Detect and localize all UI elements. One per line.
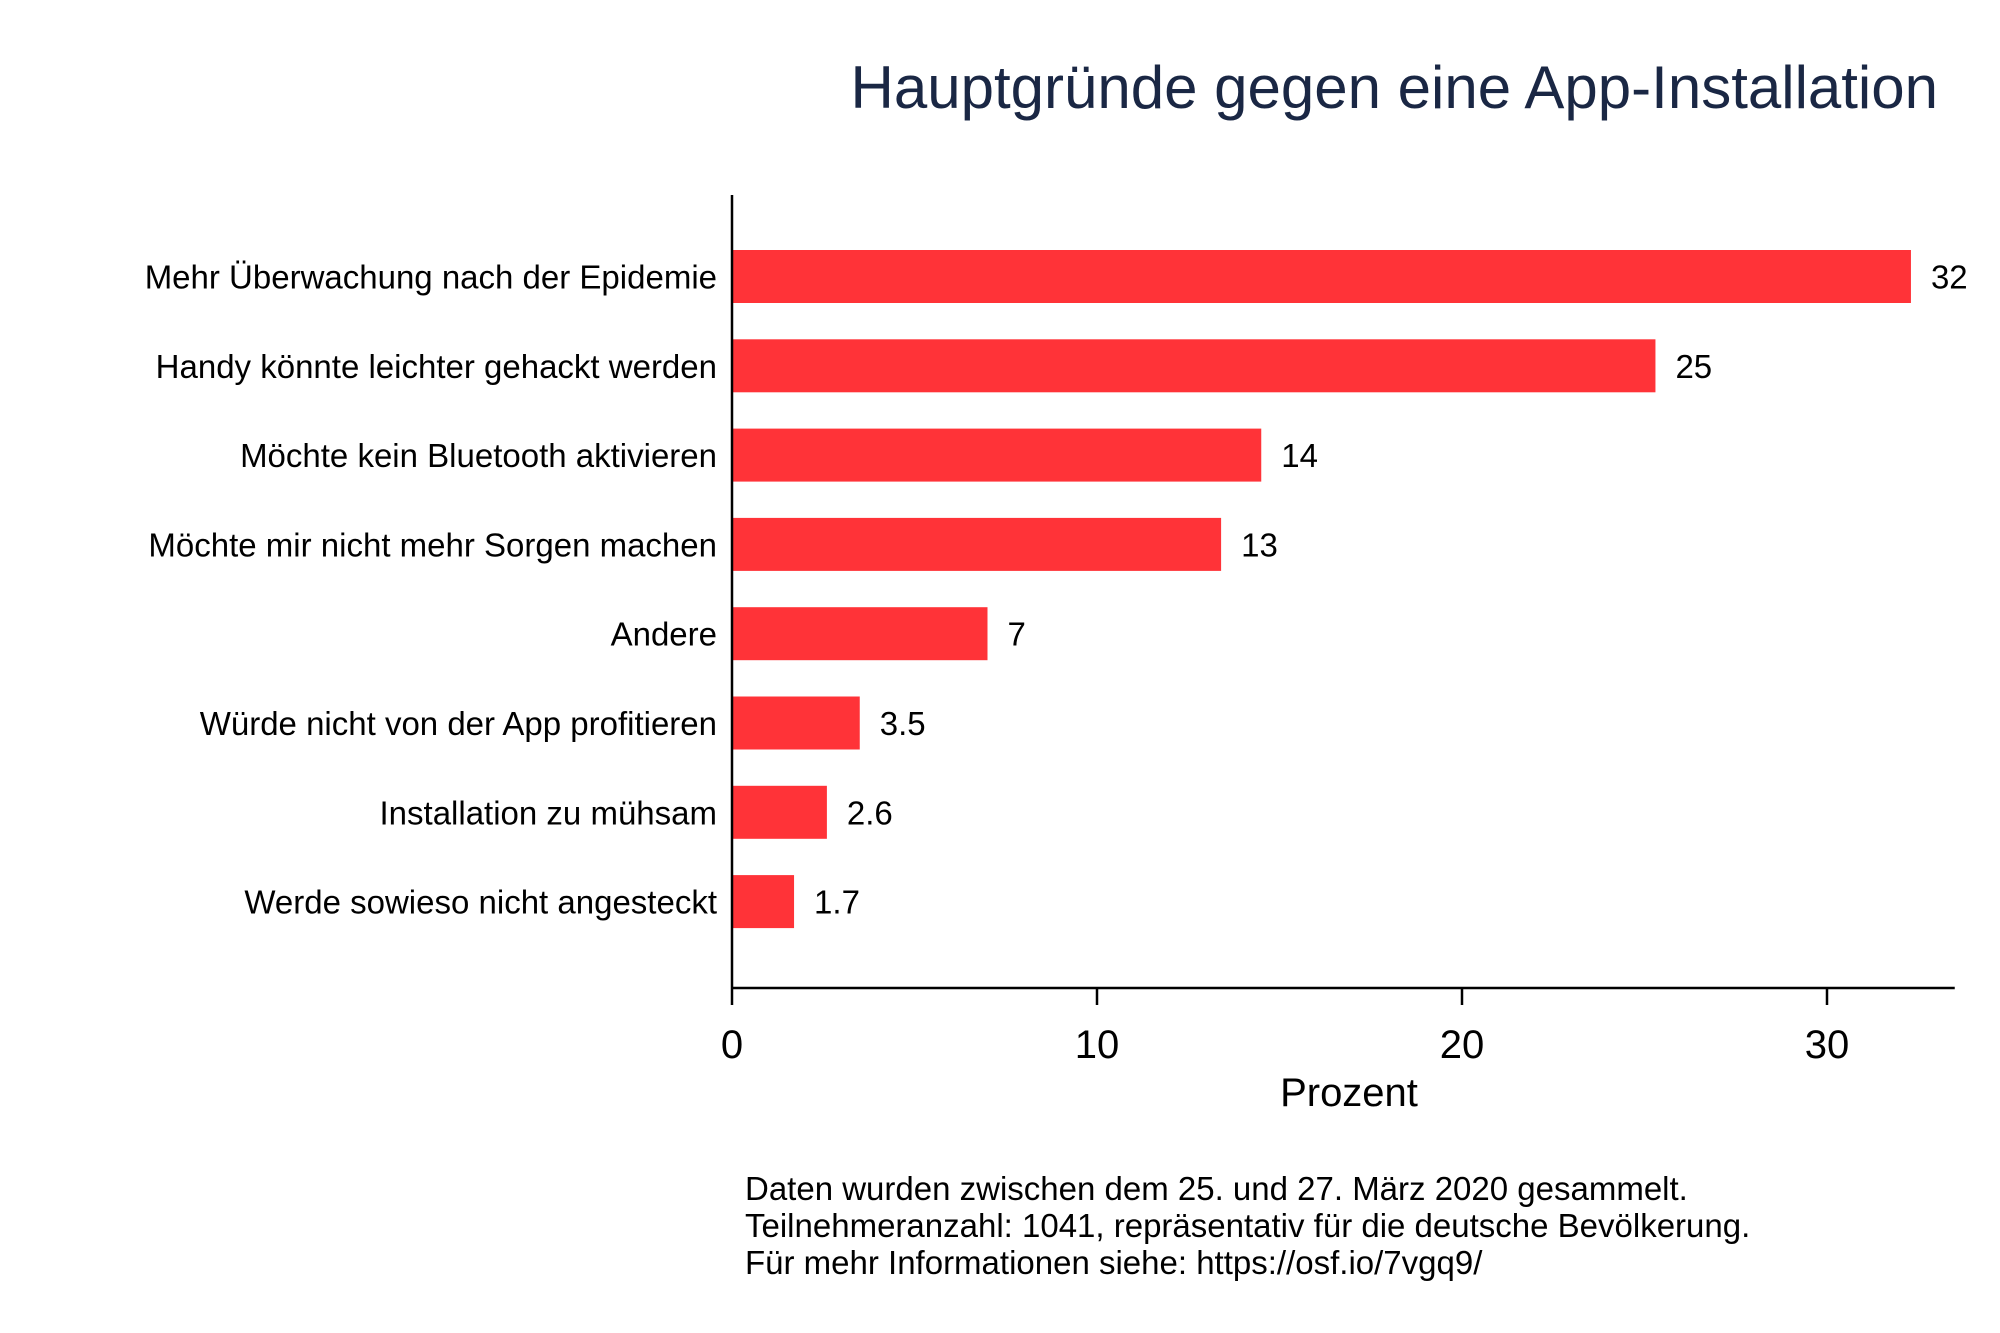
footnote-line: Teilnehmeranzahl: 1041, repräsentativ fü… — [745, 1207, 1751, 1244]
bar — [732, 339, 1656, 393]
category-label: Mehr Überwachung nach der Epidemie — [145, 259, 717, 296]
data-label: 13 — [1241, 526, 1278, 563]
category-label: Installation zu mühsam — [380, 794, 718, 831]
x-tick-label: 10 — [1075, 1023, 1120, 1067]
bar — [732, 875, 795, 929]
data-label: 32 — [1931, 259, 1968, 296]
category-label: Möchte kein Bluetooth aktivieren — [240, 437, 717, 474]
footnote: Daten wurden zwischen dem 25. und 27. Mä… — [745, 1170, 1750, 1281]
bar — [732, 785, 827, 839]
data-label: 2.6 — [847, 794, 893, 831]
data-label: 1.7 — [814, 884, 860, 921]
bar — [732, 517, 1222, 571]
data-label: 3.5 — [880, 705, 926, 742]
x-tick-label: 0 — [721, 1023, 743, 1067]
category-label: Würde nicht von der App profitieren — [200, 705, 717, 742]
category-label: Möchte mir nicht mehr Sorgen machen — [148, 526, 717, 563]
category-label: Andere — [611, 616, 717, 653]
bar — [732, 250, 1911, 303]
bar — [732, 428, 1262, 482]
footnote-line: Daten wurden zwischen dem 25. und 27. Mä… — [745, 1170, 1688, 1207]
bar — [732, 696, 860, 750]
x-tick-label: 20 — [1440, 1023, 1485, 1067]
data-label: 25 — [1675, 348, 1712, 385]
category-label: Handy könnte leichter gehackt werden — [156, 348, 717, 385]
data-label: 7 — [1008, 616, 1026, 653]
footnote-line: Für mehr Informationen siehe: https://os… — [745, 1244, 1483, 1281]
data-label: 14 — [1281, 437, 1318, 474]
x-axis-label: Prozent — [1280, 1071, 1418, 1115]
x-tick-label: 30 — [1805, 1023, 1850, 1067]
category-label: Werde sowieso nicht angesteckt — [244, 884, 717, 921]
chart-title: Hauptgründe gegen eine App-Installation — [851, 54, 1939, 121]
bar — [732, 607, 988, 661]
